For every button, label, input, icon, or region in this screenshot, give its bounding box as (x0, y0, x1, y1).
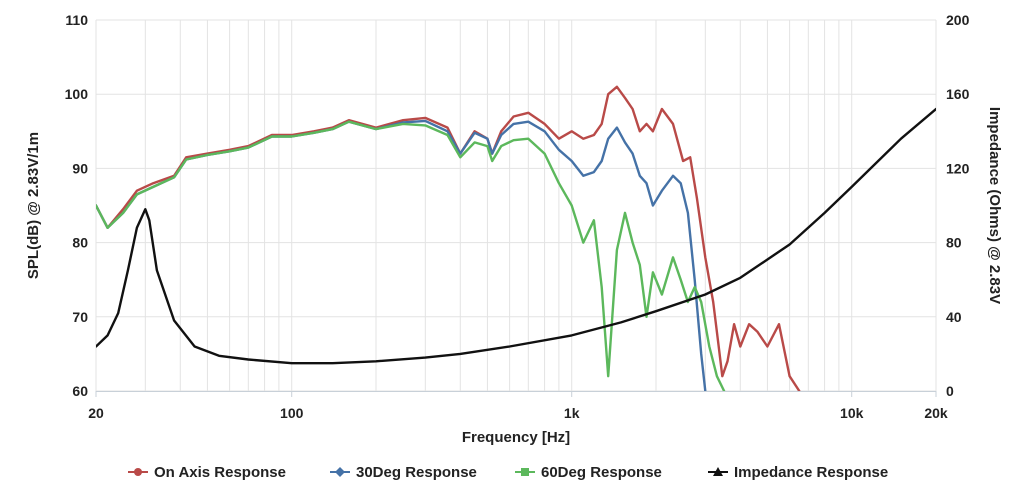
series-line-impedance-response (96, 107, 936, 365)
y-left-tick-label: 70 (72, 309, 88, 325)
series-layer (96, 85, 936, 391)
legend: On Axis Response 30Deg Response 60Deg Resp… (128, 464, 888, 481)
y-right-tick-label: 200 (946, 12, 970, 28)
x-tick-label: 20 (88, 405, 104, 421)
legend-label: 30Deg Response (356, 464, 477, 481)
x-tick-label: 10k (840, 405, 864, 421)
grid-layer (95, 19, 937, 392)
legend-marker-diamond (335, 467, 345, 477)
y-left-tick-label: 80 (72, 235, 88, 251)
legend-item-impedance-response[interactable]: Impedance Response (708, 464, 888, 481)
axis-layer: 60 70 80 90 100 110 0 40 80 120 160 200 20 100 1k 10k 20… (25, 12, 1003, 446)
y-left-tick-label: 60 (72, 383, 88, 399)
legend-label: On Axis Response (154, 464, 286, 481)
legend-item-30deg-response[interactable]: 30Deg Response (330, 464, 477, 481)
y-right-tick-label: 40 (946, 309, 962, 325)
y-left-tick-label: 90 (72, 160, 88, 176)
series-line-on-axis-response (96, 85, 801, 391)
legend-item-on-axis-response[interactable]: On Axis Response (128, 464, 286, 481)
y-right-tick-label: 80 (946, 235, 962, 251)
x-tick-label: 1k (564, 405, 580, 421)
y-right-tick-label: 0 (946, 383, 954, 399)
y-right-tick-label: 120 (946, 160, 970, 176)
y-right-tick-label: 160 (946, 86, 970, 102)
series-line-60deg-response (96, 120, 726, 391)
x-tick-label: 20k (924, 405, 948, 421)
legend-marker-circle (134, 468, 142, 476)
legend-marker-square (521, 468, 529, 476)
y-left-tick-label: 110 (65, 12, 88, 28)
legend-item-60deg-response[interactable]: 60Deg Response (515, 464, 662, 481)
x-axis-title: Frequency [Hz] (462, 429, 570, 446)
legend-label: 60Deg Response (541, 464, 662, 481)
series-line-30deg-response (96, 119, 707, 391)
y-left-tick-label: 100 (65, 86, 89, 102)
y-axis-right-title: Impedance (Ohms) @ 2.83V (986, 107, 1003, 304)
legend-marker-triangle (713, 467, 723, 476)
legend-label: Impedance Response (734, 464, 888, 481)
y-axis-left-title: SPL(dB) @ 2.83V/1m (25, 132, 42, 279)
x-tick-label: 100 (280, 405, 304, 421)
